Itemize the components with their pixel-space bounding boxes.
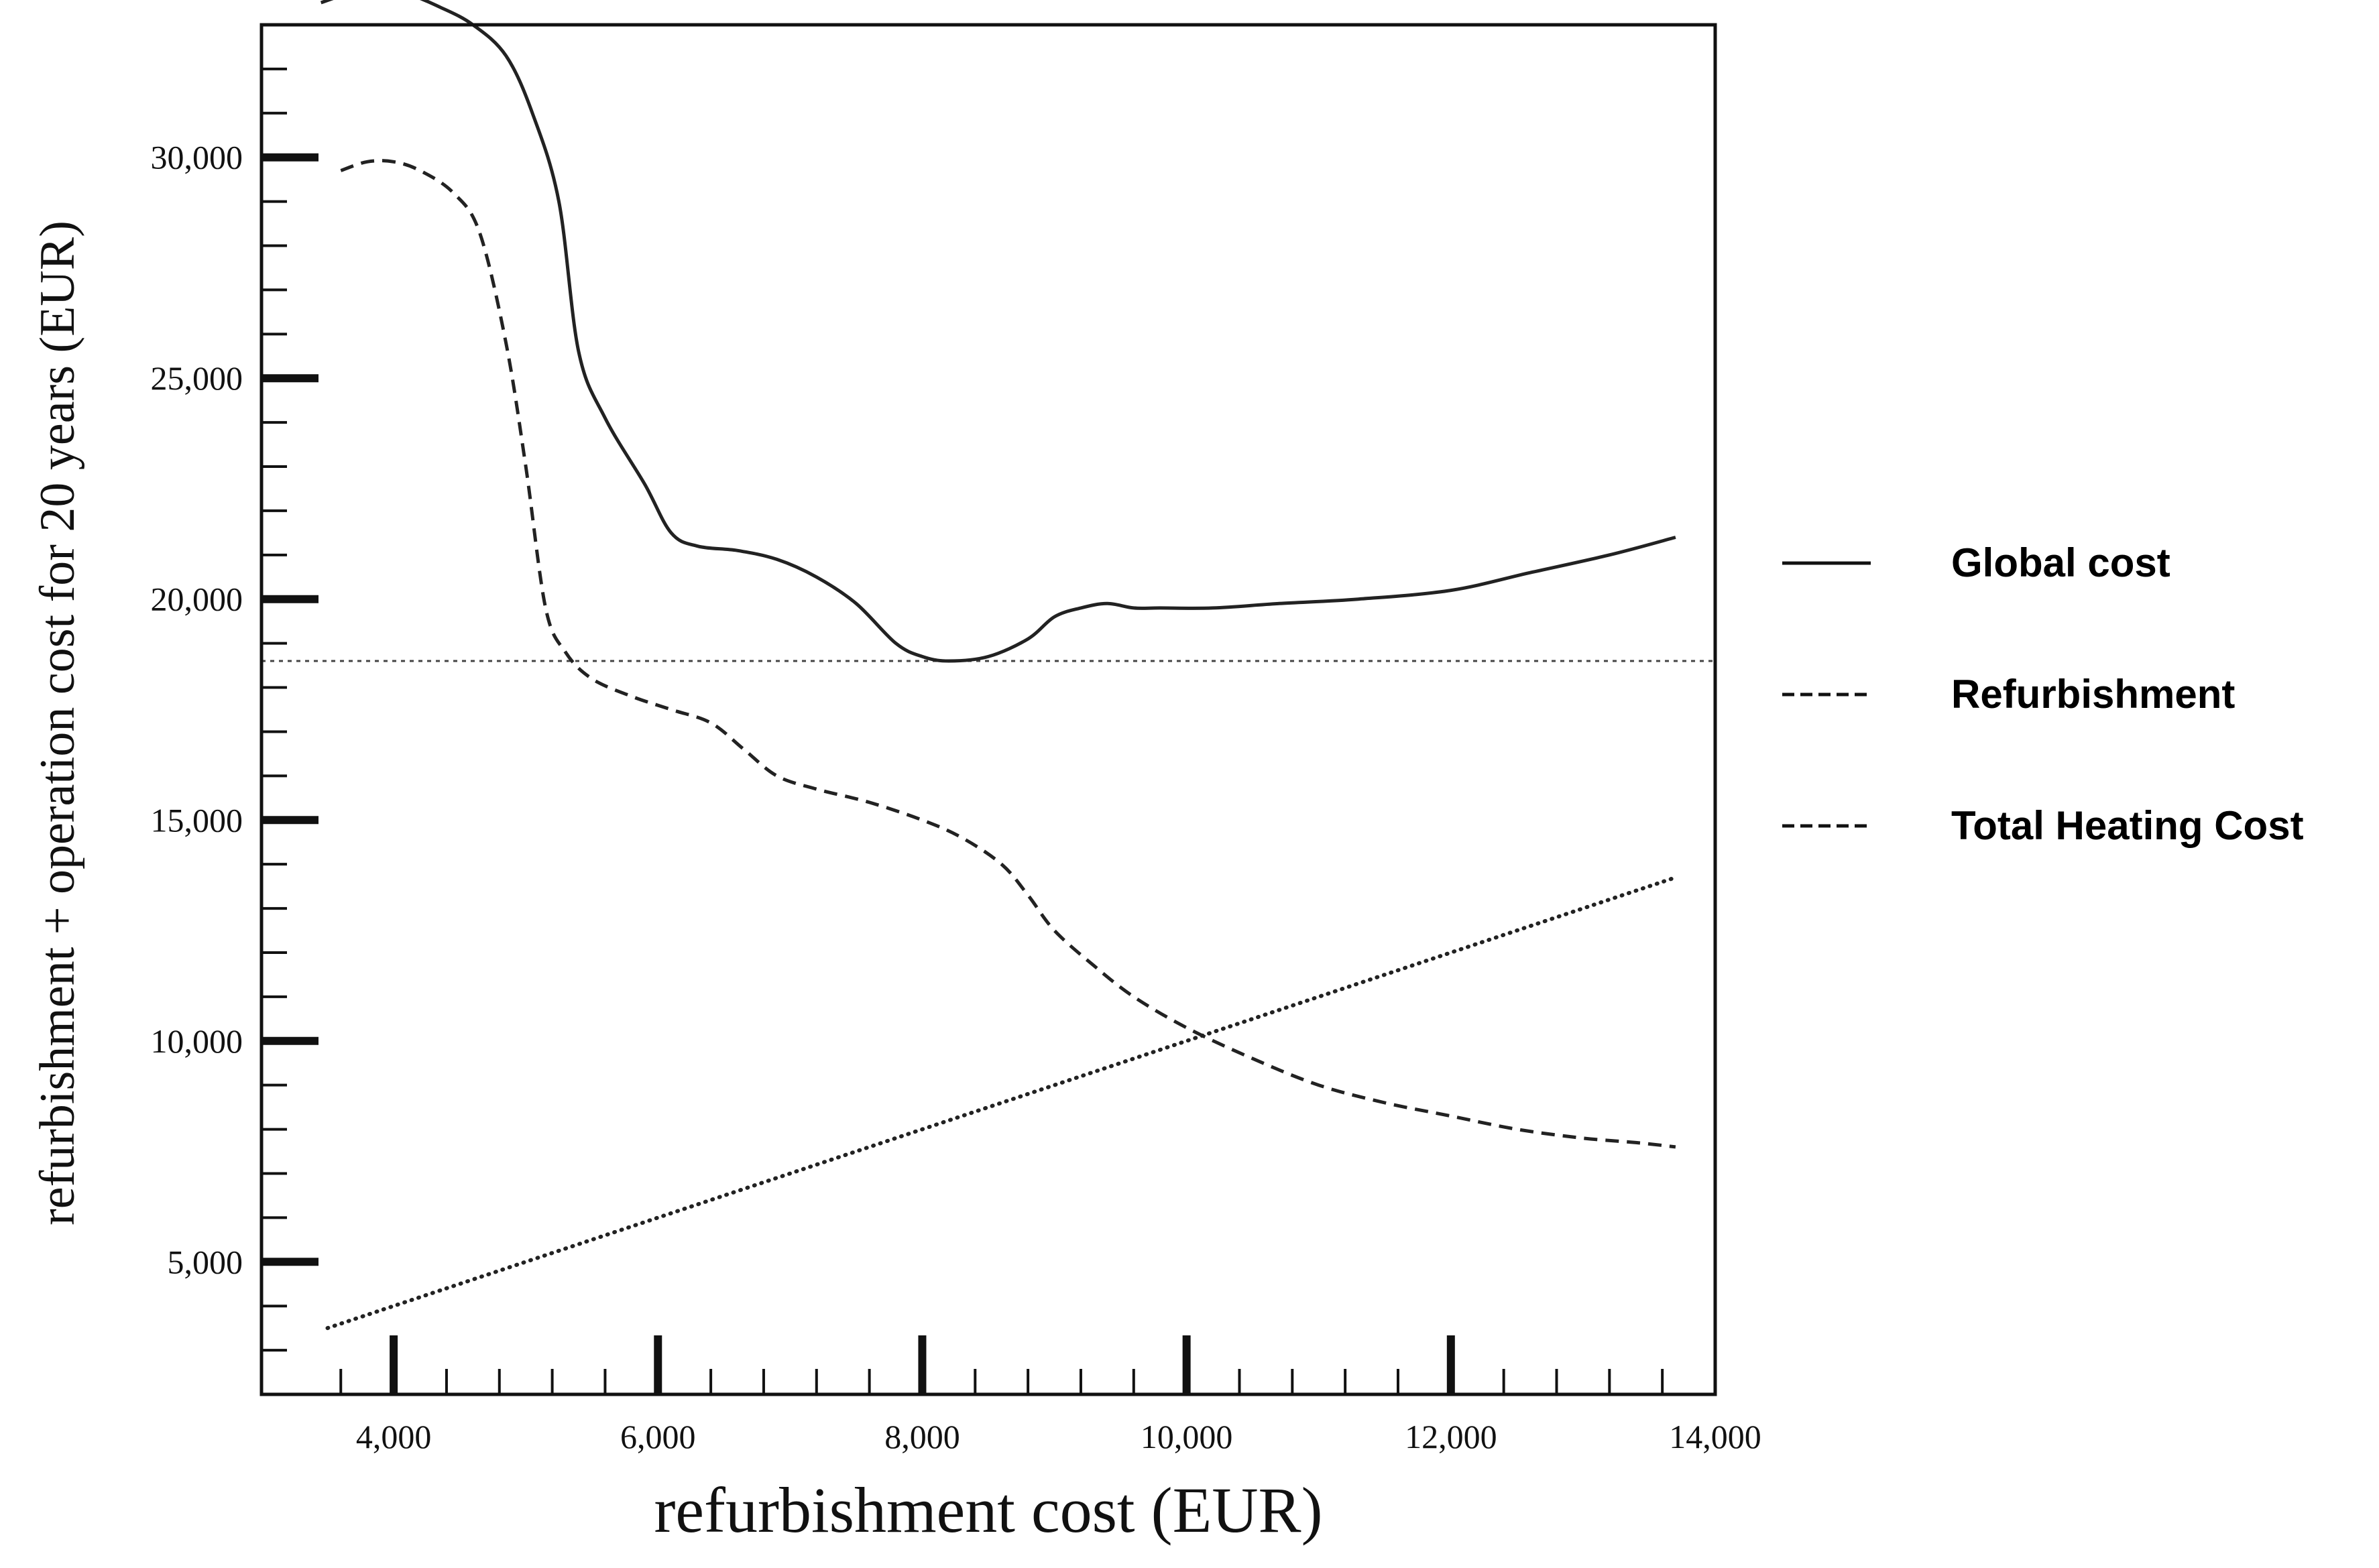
y-tick-label: 25,000 [151, 359, 243, 397]
y-tick-label: 30,000 [151, 139, 243, 176]
y-tick-label: 10,000 [151, 1022, 243, 1060]
legend-label: Refurbishment [1951, 672, 2235, 717]
series-line-global-cost [320, 0, 1676, 663]
x-tick-label: 14,000 [1669, 1418, 1761, 1455]
x-tick-label: 4,000 [356, 1418, 432, 1455]
x-tick-label: 6,000 [620, 1418, 696, 1455]
y-tick-label: 20,000 [151, 581, 243, 618]
y-tick-label: 15,000 [151, 801, 243, 839]
legend: Global cost Refurbishment Total Heating Co… [1782, 540, 2304, 848]
x-tick-label: 8,000 [884, 1418, 960, 1455]
series-line-total-heating-cost [325, 875, 1678, 1331]
x-axis-title: refurbishment cost (EUR) [654, 1474, 1322, 1546]
y-tick-label: 5,000 [168, 1243, 243, 1280]
x-tick-label: 12,000 [1405, 1418, 1497, 1455]
legend-label: Total Heating Cost [1951, 803, 2304, 848]
legend-label: Global cost [1951, 540, 2170, 585]
plot-frame [259, 23, 1717, 1396]
series-line-refurbishment [340, 159, 1676, 1149]
y-axis-title: refurbishment + operation cost for 20 ye… [30, 221, 85, 1225]
x-tick-label: 10,000 [1141, 1418, 1233, 1455]
